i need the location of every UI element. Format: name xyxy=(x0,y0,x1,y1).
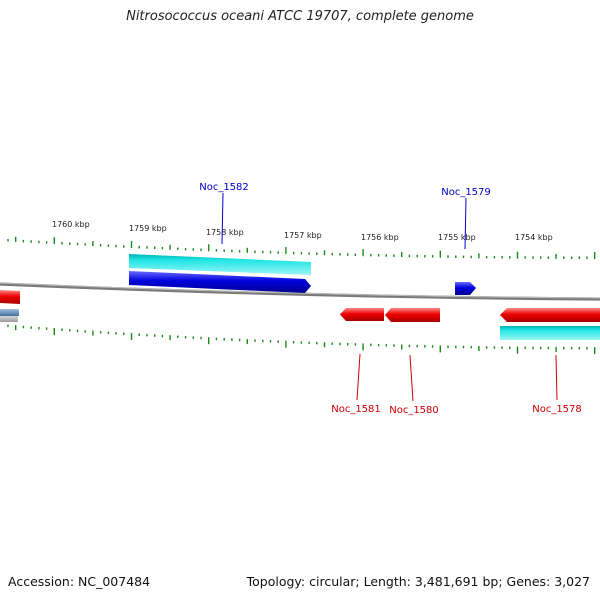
feature-edge-steel[interactable] xyxy=(0,309,19,316)
feature-edge-grey[interactable] xyxy=(0,316,18,322)
cds-feature-1582[interactable] xyxy=(129,254,311,275)
gene-label-noc-1582[interactable]: Noc_1582 xyxy=(199,182,249,193)
gene-noc-1581[interactable] xyxy=(340,308,384,321)
gene-noc-1580[interactable] xyxy=(385,308,440,322)
gene-label-noc-1579[interactable]: Noc_1579 xyxy=(441,187,491,198)
scale-label: 1759 kbp xyxy=(129,224,167,233)
lower-scale-ticks xyxy=(7,324,596,354)
gene-label-leader xyxy=(464,197,467,250)
gene-noc-1578[interactable] xyxy=(500,308,600,322)
forward-gene-labels: Noc_1582 Noc_1579 xyxy=(199,182,491,250)
genome-backbone xyxy=(0,282,600,301)
scale-label: 1755 kbp xyxy=(438,233,476,242)
scale-label: 1760 kbp xyxy=(52,220,90,229)
gene-label-leader xyxy=(356,353,361,401)
gene-label-noc-1581[interactable]: Noc_1581 xyxy=(331,404,381,415)
accession-label: Accession: NC_007484 xyxy=(8,574,151,589)
genome-title: Nitrosococcus oceani ATCC 19707, complet… xyxy=(126,9,474,24)
upper-scale-ticks xyxy=(7,236,596,259)
gene-label-noc-1578[interactable]: Noc_1578 xyxy=(532,404,582,415)
genome-backbone-highlight xyxy=(0,282,600,299)
scale-label: 1754 kbp xyxy=(515,233,553,242)
gene-label-leader xyxy=(221,192,224,245)
reverse-gene-labels: Noc_1581 Noc_1580 Noc_1578 xyxy=(331,353,582,416)
cds-feature-1578[interactable] xyxy=(500,326,600,340)
gene-noc-1582[interactable] xyxy=(129,271,311,293)
gene-edge-left[interactable] xyxy=(0,290,20,304)
scale-labels: 1760 kbp 1759 kbp 1758 kbp 1757 kbp 1756… xyxy=(52,220,553,242)
gene-label-leader xyxy=(409,354,414,402)
scale-label: 1757 kbp xyxy=(284,231,322,240)
scale-label: 1756 kbp xyxy=(361,233,399,242)
gene-label-leader xyxy=(555,354,558,401)
genome-summary: Topology: circular; Length: 3,481,691 bp… xyxy=(246,574,590,589)
gene-noc-1579[interactable] xyxy=(455,282,476,295)
scale-label: 1758 kbp xyxy=(206,228,244,237)
gene-label-noc-1580[interactable]: Noc_1580 xyxy=(389,405,439,416)
